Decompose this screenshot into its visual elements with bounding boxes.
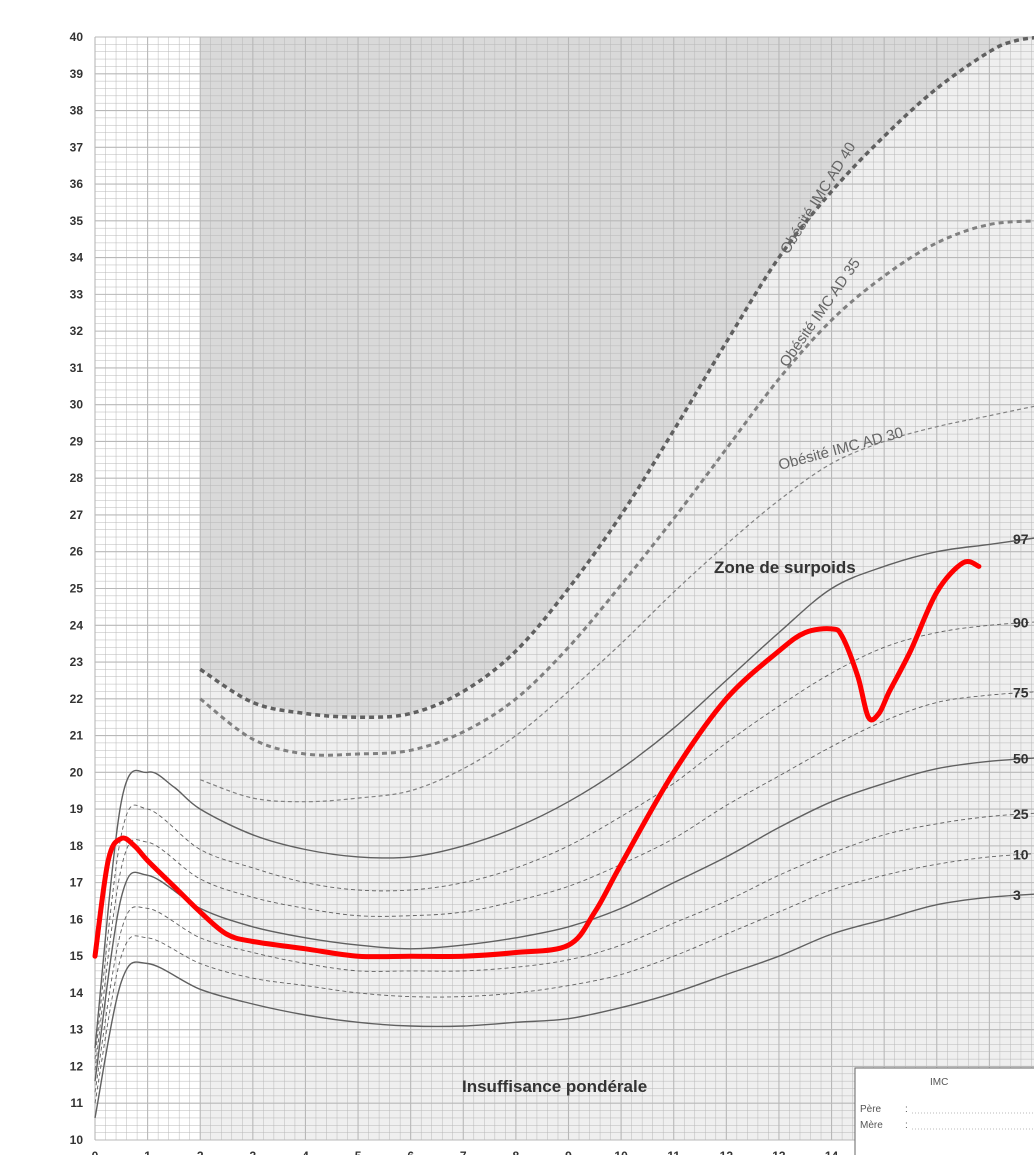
x-tick-label: 2 bbox=[197, 1149, 204, 1155]
y-tick-label: 32 bbox=[70, 324, 84, 338]
legend-box-frame bbox=[854, 1067, 1034, 1155]
y-tick-label: 18 bbox=[70, 839, 84, 853]
x-tick-label: 8 bbox=[513, 1149, 520, 1155]
y-tick-label: 12 bbox=[70, 1059, 84, 1073]
underweight-zone-label: Insuffisance pondérale bbox=[462, 1077, 647, 1096]
y-tick-label: 23 bbox=[70, 655, 84, 669]
percentile-label-75: 75 bbox=[1013, 685, 1029, 701]
y-tick-label: 13 bbox=[70, 1023, 84, 1037]
x-tick-label: 3 bbox=[249, 1149, 256, 1155]
legend-box: IMC Père : Mère : bbox=[854, 1067, 1034, 1155]
percentile-curve-3 bbox=[94, 893, 1034, 1119]
y-tick-label: 14 bbox=[70, 986, 84, 1000]
percentile-label-10: 10 bbox=[1013, 846, 1029, 862]
x-tick-label: 7 bbox=[460, 1149, 467, 1155]
percentile-label-90: 90 bbox=[1013, 615, 1029, 631]
percentile-curve-75 bbox=[94, 691, 1034, 1071]
legend-box-colon-mother: : bbox=[905, 1120, 908, 1131]
y-tick-label: 36 bbox=[70, 177, 84, 191]
patient-bmi-line bbox=[92, 558, 982, 960]
y-tick-label: 17 bbox=[70, 876, 84, 890]
percentile-label-50: 50 bbox=[1013, 751, 1029, 767]
x-tick-label: 9 bbox=[565, 1149, 572, 1155]
x-tick-label: 4 bbox=[302, 1149, 309, 1155]
x-tick-label: 14 bbox=[825, 1149, 839, 1155]
y-tick-label: 33 bbox=[70, 287, 84, 301]
x-tick-label: 6 bbox=[407, 1149, 414, 1155]
y-tick-label: 19 bbox=[70, 802, 84, 816]
percentile-label-3: 3 bbox=[1013, 887, 1021, 903]
x-tick-label: 13 bbox=[772, 1149, 786, 1155]
y-tick-label: 26 bbox=[70, 545, 84, 559]
legend-box-row-mother: Mère bbox=[860, 1120, 883, 1131]
percentile-label-25: 25 bbox=[1013, 806, 1029, 822]
x-tick-label: 5 bbox=[355, 1149, 362, 1155]
percentile-curve-25 bbox=[94, 812, 1034, 1093]
percentile-curve-97 bbox=[94, 537, 1034, 1049]
x-tick-label: 10 bbox=[614, 1149, 628, 1155]
y-tick-label: 40 bbox=[70, 30, 84, 44]
y-tick-label: 34 bbox=[70, 251, 84, 265]
y-tick-label: 39 bbox=[70, 67, 84, 81]
y-tick-label: 30 bbox=[70, 398, 84, 412]
y-tick-label: 31 bbox=[70, 361, 84, 375]
iotf-curve bbox=[199, 219, 1034, 757]
y-tick-label: 35 bbox=[70, 214, 84, 228]
obesity-zone-bg bbox=[200, 37, 1034, 717]
y-tick-label: 16 bbox=[70, 912, 84, 926]
x-tick-label: 12 bbox=[720, 1149, 734, 1155]
percentile-label-97: 97 bbox=[1013, 531, 1029, 547]
y-tick-label: 29 bbox=[70, 434, 84, 448]
y-tick-label: 22 bbox=[70, 692, 84, 706]
y-tick-label: 11 bbox=[70, 1096, 83, 1110]
legend-box-colon-father: : bbox=[905, 1104, 908, 1115]
y-tick-label: 21 bbox=[70, 729, 84, 743]
y-axis-ticks: 10 11 12 13 14 15 16 17 18 19 20 21 22 23 24 25 26 27 28 29… bbox=[70, 30, 84, 1147]
y-tick-label: 24 bbox=[70, 618, 84, 632]
y-tick-label: 20 bbox=[70, 765, 84, 779]
percentile-curve-10 bbox=[94, 853, 1034, 1104]
legend-box-row-father: Père bbox=[860, 1104, 882, 1115]
x-tick-label: 0 bbox=[92, 1149, 99, 1155]
x-tick-label: 1 bbox=[144, 1149, 151, 1155]
y-tick-label: 28 bbox=[70, 471, 84, 485]
percentile-curve-90 bbox=[94, 621, 1034, 1060]
y-tick-label: 38 bbox=[70, 104, 84, 118]
x-tick-label: 11 bbox=[667, 1149, 680, 1155]
legend-box-title: IMC bbox=[930, 1077, 948, 1088]
y-tick-label: 15 bbox=[70, 949, 84, 963]
patient-bmi-series bbox=[92, 558, 982, 960]
overweight-zone-label: Zone de surpoids bbox=[714, 558, 856, 577]
y-tick-label: 27 bbox=[70, 508, 84, 522]
y-tick-label: 10 bbox=[70, 1133, 84, 1147]
y-tick-label: 37 bbox=[70, 140, 84, 154]
y-tick-label: 25 bbox=[70, 582, 84, 596]
